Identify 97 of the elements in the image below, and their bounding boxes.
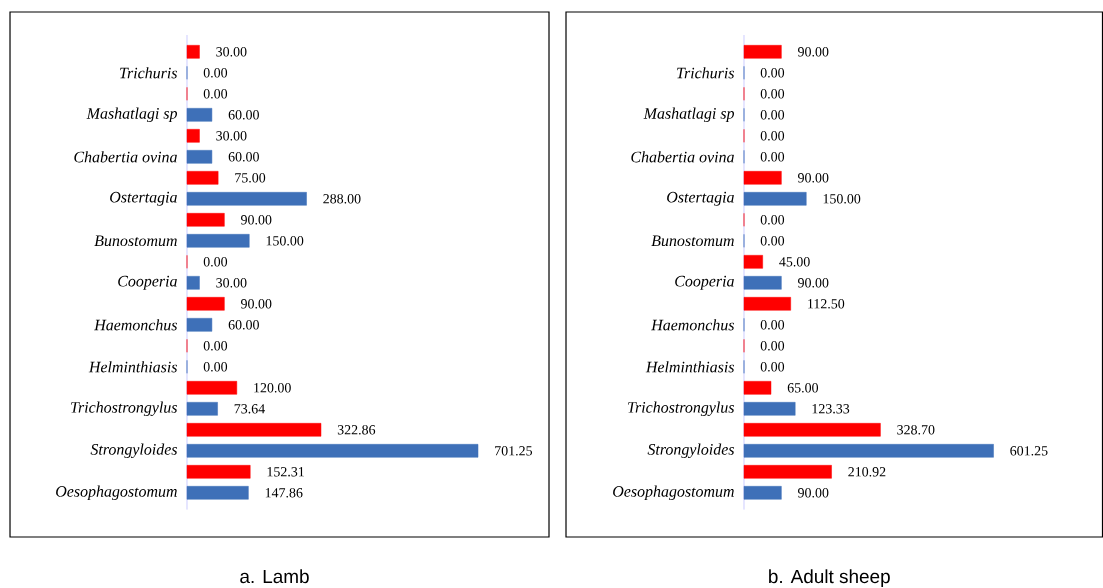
y-tick-label: Bunostomum: [94, 235, 177, 247]
data-label: 0.00: [760, 236, 785, 246]
bar: [743, 297, 791, 311]
data-label: 30.00: [216, 278, 247, 288]
y-tick-label: Strongyloides: [90, 443, 178, 459]
bar: [743, 45, 782, 59]
bar: [186, 171, 219, 185]
data-label: 45.00: [779, 257, 810, 267]
data-label: 322.86: [337, 425, 376, 435]
y-tick-label: Chabertia ovina: [631, 151, 734, 163]
bar: [186, 318, 213, 332]
data-label: 60.00: [228, 110, 259, 120]
data-label: 75.00: [235, 173, 266, 183]
data-label: 30.00: [216, 131, 247, 141]
data-label: 0.00: [203, 341, 228, 351]
y-tick-label: Trichostrongylus: [628, 401, 735, 417]
data-label: 60.00: [228, 320, 259, 330]
data-label: 0.00: [760, 110, 785, 120]
data-label: 601.25: [1010, 446, 1048, 456]
y-tick-label: Helminthiasis: [645, 361, 735, 373]
data-label: 150.00: [823, 194, 861, 204]
data-label: 0.00: [203, 257, 228, 267]
y-tick-label: Trichostrongylus: [71, 401, 178, 417]
data-label: 0.00: [203, 362, 228, 372]
y-tick-label: Helminthiasis: [88, 361, 178, 373]
data-label: 152.31: [267, 467, 304, 477]
data-label: 90.00: [241, 299, 272, 309]
data-label: 701.25: [495, 446, 533, 456]
bar: [743, 486, 782, 500]
data-label: 0.00: [760, 320, 785, 330]
bar: [186, 402, 218, 416]
y-tick-label: Ostertagia: [667, 191, 734, 206]
bar: [743, 465, 832, 479]
data-label: 328.70: [897, 425, 935, 435]
data-label: 0.00: [760, 68, 785, 78]
bar: [743, 444, 994, 458]
bar: [186, 444, 479, 458]
data-label: 90.00: [798, 278, 829, 288]
y-tick-label: Ostertagia: [110, 191, 177, 206]
bar: [186, 276, 200, 290]
bar: [743, 381, 772, 395]
bar: [743, 171, 782, 185]
bar: [186, 234, 250, 248]
y-tick-label: Mashatlagi sp: [643, 107, 735, 123]
bar: [186, 129, 200, 143]
data-label: 90.00: [798, 173, 829, 183]
y-tick-label: Strongyloides: [647, 443, 735, 459]
y-tick-label: Mashatlagi sp: [86, 107, 178, 123]
data-label: 30.00: [216, 47, 247, 57]
data-label: 90.00: [798, 47, 829, 57]
data-label: 147.86: [265, 488, 303, 498]
data-label: 0.00: [203, 89, 228, 99]
data-label: 0.00: [760, 215, 785, 225]
bar: [186, 465, 251, 479]
bar: [186, 213, 225, 227]
y-tick-label: Oesophagostomum: [613, 485, 734, 501]
y-tick-label: Bunostomum: [651, 235, 734, 247]
y-tick-label: Cooperia: [675, 275, 734, 290]
data-label: 123.33: [812, 404, 850, 414]
data-label: 90.00: [798, 488, 829, 498]
y-tick-label: Oesophagostomum: [56, 485, 177, 501]
data-label: 112.50: [808, 299, 845, 309]
bar: [186, 45, 200, 59]
data-label: 0.00: [760, 131, 785, 141]
data-label: 90.00: [241, 215, 272, 225]
y-tick-label: Trichuris: [677, 67, 735, 79]
bar: [186, 381, 238, 395]
data-label: 73.64: [234, 404, 265, 414]
text: a. Lamb: [240, 569, 309, 584]
y-tick-label: Haemonchus: [94, 319, 177, 331]
data-label: 0.00: [760, 341, 785, 351]
bar: [186, 297, 225, 311]
bar: [186, 192, 307, 206]
data-label: 120.00: [254, 383, 291, 393]
data-label: 0.00: [203, 68, 228, 78]
y-tick-label: Chabertia ovina: [74, 151, 177, 163]
data-label: 150.00: [266, 236, 304, 246]
y-tick-label: Cooperia: [118, 275, 177, 290]
y-tick-label: Trichuris: [120, 67, 178, 79]
text: b. Adult sheep: [769, 569, 890, 587]
y-tick-label: Haemonchus: [651, 319, 735, 331]
bar: [743, 192, 807, 206]
bar: [743, 255, 763, 269]
data-label: 210.92: [848, 467, 886, 477]
bar: [186, 150, 213, 164]
bar: [186, 486, 249, 500]
data-label: 0.00: [760, 152, 785, 162]
data-label: 288.00: [323, 194, 361, 204]
bar: [743, 276, 782, 290]
data-label: 0.00: [760, 89, 785, 99]
data-label: 65.00: [787, 383, 819, 393]
data-label: 0.00: [760, 362, 785, 372]
data-label: 60.00: [228, 152, 259, 162]
bar: [743, 423, 881, 437]
bar: [743, 402, 796, 416]
bar: [186, 423, 322, 437]
bar: [186, 108, 213, 122]
